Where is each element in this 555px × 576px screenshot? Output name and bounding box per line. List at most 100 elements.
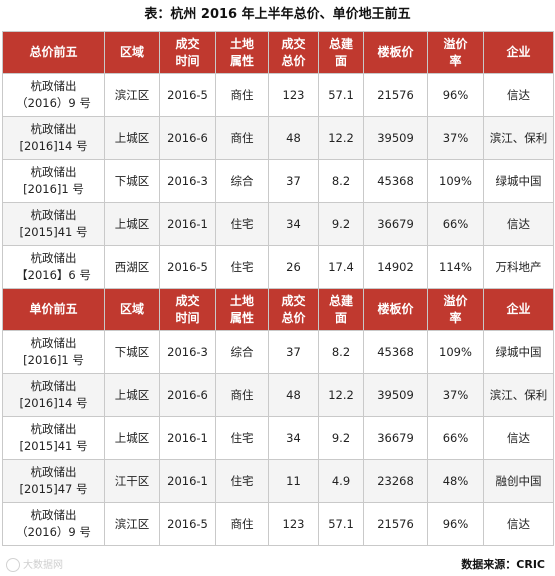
parcel-line2: [2015]41 号: [19, 439, 88, 453]
premium-cell: 37%: [427, 116, 484, 160]
company-cell: 滨江、保利: [483, 373, 554, 417]
floor-price-cell: 21576: [363, 502, 428, 546]
header-date-line2: 时间: [175, 310, 200, 325]
company-cell: 绿城中国: [483, 159, 554, 203]
header-company: 企业: [483, 288, 554, 331]
parcel-line1: 杭政储出: [30, 79, 77, 93]
premium-cell: 96%: [427, 73, 484, 117]
header-premium: 溢价率: [427, 31, 484, 74]
header-row: 总价前五 区域 成交 时间 土地 属性 成交 总价 总建面楼板价 溢价率企业: [2, 31, 554, 74]
header-date-line2: 时间: [175, 53, 200, 68]
header-date: 成交 时间: [159, 288, 216, 331]
date-cell: 2016-1: [159, 459, 216, 503]
data-source: 数据来源：CRIC: [461, 558, 545, 571]
floor-area-cell: 8.2: [318, 330, 364, 374]
footer: 大数据网 数据来源：CRIC: [0, 551, 555, 576]
floor-area-cell: 9.2: [318, 416, 364, 460]
date-cell: 2016-5: [159, 73, 216, 117]
parcel-line1: 杭政储出: [30, 122, 77, 136]
land-type-cell: 住宅: [215, 245, 269, 289]
parcel-line2: [2016]1 号: [23, 182, 84, 196]
parcel-line1: 杭政储出: [30, 379, 77, 393]
table-row: 杭政储出 [2016]14 号 上城区 2016-6 商住 48 12.2 39509 37% 滨…: [2, 373, 554, 417]
header-floor-price: 楼板价: [363, 31, 428, 74]
floor-area-cell: 4.9: [318, 459, 364, 503]
header-district: 区域: [104, 31, 160, 74]
header-land-type-line1: 土地: [229, 36, 254, 51]
table-row: 杭政储出 [2016]1 号 下城区 2016-3 综合 37 8.2 45368 109% 绿城…: [2, 330, 554, 374]
parcel-line1: 杭政储出: [30, 465, 77, 479]
total-price-cell: 34: [268, 416, 319, 460]
land-king-table: 总价前五 区域 成交 时间 土地 属性 成交 总价 总建面楼板价 溢价率企业 杭政储出 （2016）9…: [2, 31, 554, 546]
header-floor-area-line2: 面: [334, 310, 347, 325]
header-date: 成交 时间: [159, 31, 216, 74]
total-price-cell: 34: [268, 202, 319, 246]
floor-price-cell: 45368: [363, 159, 428, 203]
table-title: 表：杭州 2016 年上半年总价、单价地王前五: [144, 7, 411, 22]
parcel-line2: [2016]14 号: [19, 396, 88, 410]
premium-cell: 66%: [427, 202, 484, 246]
table-row: 杭政储出 （2016）9 号滨江区 2016-5 商住 123 57.1 21576 96% 信…: [2, 73, 554, 117]
land-type-cell: 商住: [215, 502, 269, 546]
district-cell: 滨江区: [104, 502, 160, 546]
header-premium-line1: 溢价: [443, 36, 468, 51]
premium-cell: 109%: [427, 330, 484, 374]
header-company: 企业: [483, 31, 554, 74]
land-type-cell: 住宅: [215, 416, 269, 460]
header-land-type-line1: 土地: [229, 293, 254, 308]
parcel-cell: 杭政储出 （2016）9 号: [2, 73, 105, 117]
header-date-line1: 成交: [175, 36, 200, 51]
parcel-line1: 杭政储出: [30, 336, 77, 350]
floor-area-cell: 17.4: [318, 245, 364, 289]
total-price-cell: 37: [268, 330, 319, 374]
district-cell: 上城区: [104, 373, 160, 417]
date-cell: 2016-3: [159, 159, 216, 203]
table-row: 杭政储出 [2015]47 号 江干区 2016-1 住宅 11 4.9 23268 48% 融创…: [2, 459, 554, 503]
floor-price-cell: 21576: [363, 73, 428, 117]
header-floor-area-line2: 面: [334, 53, 347, 68]
header-total-price: 成交 总价: [268, 288, 319, 331]
date-cell: 2016-6: [159, 116, 216, 160]
date-cell: 2016-1: [159, 202, 216, 246]
header-premium-line2: 率: [449, 310, 462, 325]
header-premium-line1: 溢价: [443, 293, 468, 308]
parcel-cell: 杭政储出 （2016）9 号: [2, 502, 105, 546]
parcel-line1: 杭政储出: [30, 422, 77, 436]
parcel-line2: [2015]41 号: [19, 225, 88, 239]
company-cell: 信达: [483, 416, 554, 460]
land-type-cell: 综合: [215, 330, 269, 374]
company-cell: 滨江、保利: [483, 116, 554, 160]
parcel-cell: 杭政储出 [2015]41 号: [2, 202, 105, 246]
header-land-type: 土地 属性: [215, 31, 269, 74]
table-row: 杭政储出 [2015]41 号 上城区 2016-1 住宅 34 9.2 36679 66% 信达: [2, 416, 554, 460]
table-row: 杭政储出 （2016）9 号滨江区 2016-5 商住 123 57.1 21576 96% 信…: [2, 502, 554, 546]
header-rank: 总价前五: [2, 31, 105, 74]
parcel-line2: [2016]14 号: [19, 139, 88, 153]
parcel-line1: 杭政储出: [30, 208, 77, 222]
date-cell: 2016-3: [159, 330, 216, 374]
land-type-cell: 商住: [215, 373, 269, 417]
premium-cell: 66%: [427, 416, 484, 460]
parcel-cell: 杭政储出 [2015]47 号: [2, 459, 105, 503]
floor-area-cell: 8.2: [318, 159, 364, 203]
floor-price-cell: 45368: [363, 330, 428, 374]
header-row: 单价前五 区域 成交 时间 土地 属性 成交 总价 总建面楼板价 溢价率企业: [2, 288, 554, 331]
header-land-type-line2: 属性: [229, 53, 254, 68]
total-price-cell: 123: [268, 73, 319, 117]
parcel-line2: [2016]1 号: [23, 353, 84, 367]
watermark-text: 大数据网: [23, 560, 63, 571]
premium-cell: 109%: [427, 159, 484, 203]
header-floor-area: 总建面: [318, 31, 364, 74]
total-price-cell: 26: [268, 245, 319, 289]
header-total-price: 成交 总价: [268, 31, 319, 74]
company-cell: 信达: [483, 202, 554, 246]
land-type-cell: 住宅: [215, 202, 269, 246]
table-row: 杭政储出 [2016]1 号 下城区 2016-3 综合 37 8.2 45368 109% 绿城…: [2, 159, 554, 203]
header-date-line1: 成交: [175, 293, 200, 308]
header-total-price-line2: 总价: [281, 53, 306, 68]
district-cell: 上城区: [104, 116, 160, 160]
land-type-cell: 商住: [215, 116, 269, 160]
table-row: 杭政储出 【2016】6 号西湖区 2016-5 住宅 26 17.4 14902 114% 万…: [2, 245, 554, 289]
land-type-cell: 商住: [215, 73, 269, 117]
date-cell: 2016-6: [159, 373, 216, 417]
